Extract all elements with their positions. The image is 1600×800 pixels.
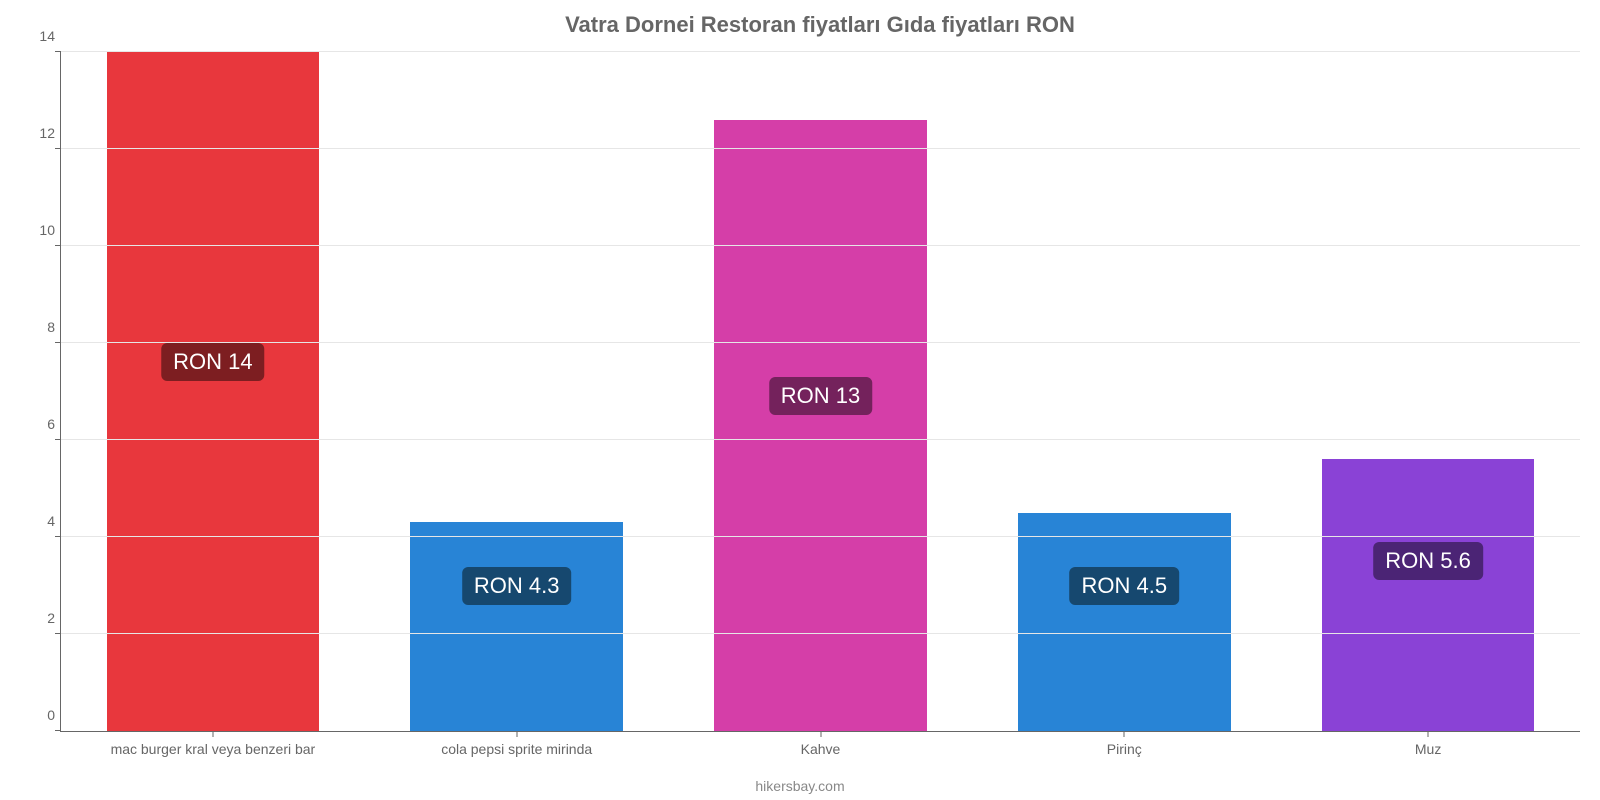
bars-layer: RON 14 RON 4.3 RON 13 RON 4.5 RON 5.6 bbox=[61, 52, 1580, 731]
y-tick-label: 0 bbox=[21, 707, 55, 723]
y-tick-mark bbox=[55, 51, 61, 52]
bar-value-label: RON 14 bbox=[161, 343, 264, 381]
y-tick-mark bbox=[55, 633, 61, 634]
y-tick-mark bbox=[55, 245, 61, 246]
y-tick-label: 2 bbox=[21, 610, 55, 626]
y-tick-mark bbox=[55, 342, 61, 343]
y-tick-mark bbox=[55, 148, 61, 149]
y-tick-label: 8 bbox=[21, 319, 55, 335]
plot-area: RON 14RON 4.3RON 13RON 4.5RON 5.6 024681… bbox=[60, 52, 1580, 732]
bar-value-label: RON 4.3 bbox=[462, 567, 572, 605]
bar-value-label: RON 13 bbox=[769, 377, 872, 415]
bar-value-label: RON 4.5 bbox=[1070, 567, 1180, 605]
y-tick-label: 12 bbox=[21, 125, 55, 141]
x-tick-label: cola pepsi sprite mirinda bbox=[441, 731, 592, 757]
y-tick-label: 14 bbox=[21, 28, 55, 44]
y-tick-mark bbox=[55, 439, 61, 440]
bar bbox=[714, 120, 927, 731]
x-tick-label: Pirinç bbox=[1107, 731, 1142, 757]
bar bbox=[107, 52, 320, 731]
x-tick-label: Kahve bbox=[801, 731, 841, 757]
bar-value-label: RON 5.6 bbox=[1373, 542, 1483, 580]
y-tick-mark bbox=[55, 730, 61, 731]
x-tick-label: Muz bbox=[1415, 731, 1441, 757]
y-tick-label: 4 bbox=[21, 513, 55, 529]
bar bbox=[1018, 513, 1231, 731]
x-tick-label: mac burger kral veya benzeri bar bbox=[111, 731, 316, 757]
chart-footer: hikersbay.com bbox=[0, 778, 1600, 794]
y-tick-label: 6 bbox=[21, 416, 55, 432]
bar bbox=[1322, 459, 1535, 731]
chart-title: Vatra Dornei Restoran fiyatları Gıda fiy… bbox=[60, 12, 1580, 38]
chart-container: Vatra Dornei Restoran fiyatları Gıda fiy… bbox=[0, 0, 1600, 800]
y-tick-mark bbox=[55, 536, 61, 537]
bar bbox=[410, 522, 623, 731]
y-tick-label: 10 bbox=[21, 222, 55, 238]
